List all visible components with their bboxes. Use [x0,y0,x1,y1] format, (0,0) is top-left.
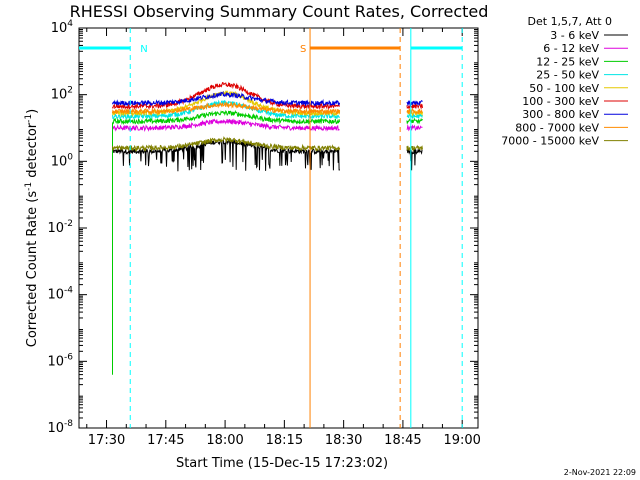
plot-area: 17:30 17:45 18:00 18:15 18:30 18:45 19:00 1041… [47,19,480,448]
x-tick-label: 18:45 [384,433,421,448]
x-axis-ticks: 17:30 17:45 18:00 18:15 18:30 18:45 19:00 [86,28,481,448]
y-label-exp-2: -1 [24,114,34,123]
series-line [112,139,341,172]
series-line [406,117,423,125]
legend-label: 25 - 50 keV [536,69,599,82]
legend-label: 7000 - 15000 keV [501,135,599,148]
series-line [112,101,341,116]
legend-label: 50 - 100 keV [529,82,599,95]
series-line [406,108,423,114]
series-line [112,90,341,108]
legend-label: 300 - 800 keV [522,108,599,121]
legend-label: 3 - 6 keV [550,29,599,42]
x-tick-label: 19:00 [443,433,480,448]
x-tick-label: 18:30 [325,433,362,448]
legend-label: 12 - 25 keV [536,55,599,68]
y-label-part-3: ) [25,109,40,114]
legend-label: 100 - 300 keV [522,95,599,108]
series-layer [112,81,423,375]
legend-header: Det 1,5,7, Att 0 [528,15,612,28]
y-label-part-2: detector [25,122,40,182]
series-line [112,136,341,153]
y-tick-label: 10-4 [47,286,73,303]
y-tick-label: 104 [51,19,74,36]
y-label-part-1: Corrected Count Rate (s [25,191,40,348]
chart-title: RHESSI Observing Summary Count Rates, Co… [70,2,489,21]
x-tick-label: 17:45 [147,433,184,448]
series-line [406,99,423,107]
series-line [112,81,341,111]
x-tick-label: 18:00 [206,433,243,448]
timestamp: 2-Nov-2021 22:09 [564,468,636,477]
plot-frame [78,27,479,429]
y-tick-label: 10-2 [47,219,73,236]
series-line [406,112,423,119]
legend-label: 6 - 12 keV [543,42,599,55]
series-line [406,147,423,171]
y-tick-label: 10-6 [47,352,73,369]
x-tick-label: 18:15 [266,433,303,448]
y-axis-ticks: 104 102 100 10-2 10-4 10-6 10-8 [47,19,478,436]
legend-label: 800 - 7000 keV [515,121,599,134]
y-label-exp-1: -1 [24,182,34,191]
y-tick-label: 102 [51,86,73,103]
y-axis-label: Corrected Count Rate (s-1 detector-1) [24,109,40,347]
y-tick-label: 100 [51,152,74,169]
series-line [112,118,340,132]
series-line [406,102,423,110]
series-line [112,109,341,375]
saa-label: S [300,44,306,55]
x-axis-label: Start Time (15-Dec-15 17:23:02) [176,456,388,471]
night-label: N [140,44,147,55]
y-tick-label: 10-8 [47,419,73,436]
series-line [406,144,423,152]
series-line [406,123,423,132]
x-tick-label: 17:30 [88,433,125,448]
